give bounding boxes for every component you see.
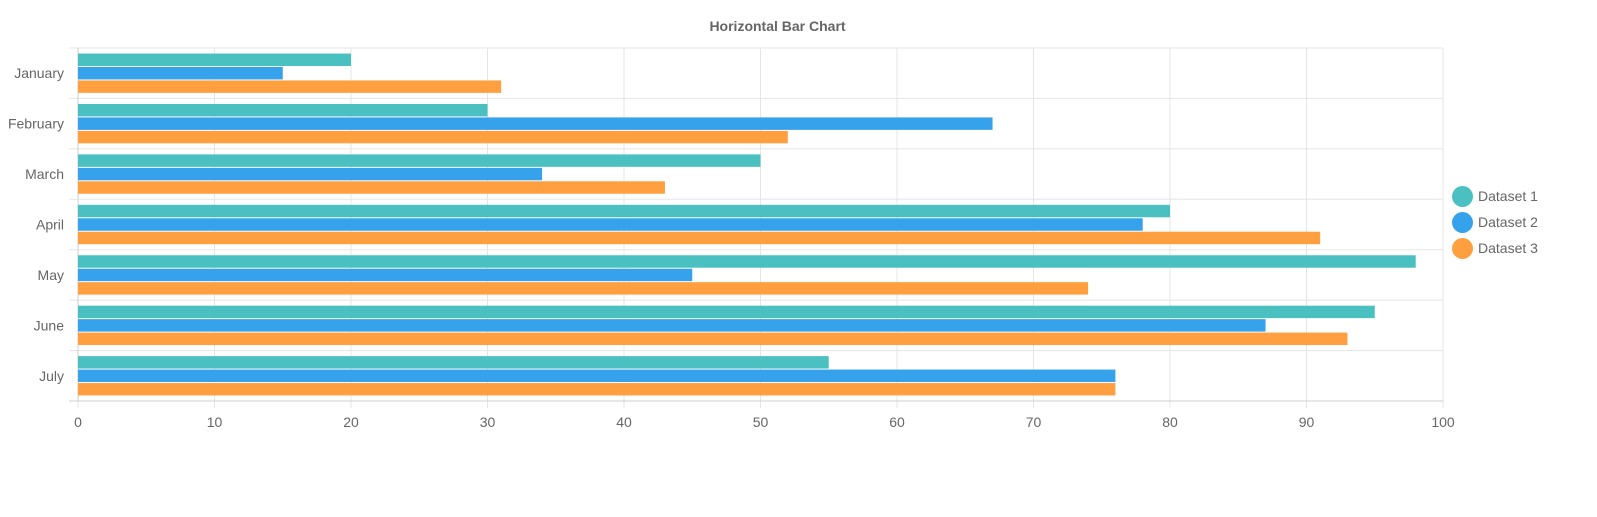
bar-dataset-3-january[interactable]: [78, 80, 502, 93]
y-category-label: January: [14, 65, 64, 81]
bar-dataset-3-february[interactable]: [78, 130, 788, 144]
y-category-label: May: [38, 267, 64, 283]
y-category-label: July: [39, 368, 64, 384]
legend-label: Dataset 2: [1478, 214, 1538, 230]
x-tick-label: 80: [1162, 414, 1178, 430]
bar-dataset-2-january[interactable]: [78, 66, 283, 80]
y-category-label: February: [8, 116, 64, 132]
x-tick-label: 100: [1431, 414, 1455, 430]
bar-dataset-1-january[interactable]: [78, 53, 351, 66]
legend-label: Dataset 3: [1478, 240, 1538, 256]
bar-dataset-2-may[interactable]: [78, 268, 693, 282]
bar-dataset-3-march[interactable]: [78, 181, 665, 194]
legend-item-dataset-1[interactable]: Dataset 1: [1452, 183, 1538, 209]
legend-swatch: [1452, 211, 1473, 233]
x-tick-label: 90: [1299, 414, 1315, 430]
legend-item-dataset-2[interactable]: Dataset 2: [1452, 209, 1538, 235]
x-tick-label: 50: [753, 414, 769, 430]
legend-label: Dataset 1: [1478, 188, 1538, 204]
y-category-label: June: [34, 317, 65, 333]
bar-dataset-2-july[interactable]: [78, 369, 1116, 383]
bar-dataset-3-july[interactable]: [78, 383, 1116, 396]
x-tick-label: 70: [1026, 414, 1042, 430]
x-tick-label: 0: [74, 414, 82, 430]
bar-dataset-2-february[interactable]: [78, 117, 993, 130]
bar-dataset-1-june[interactable]: [78, 305, 1375, 319]
bar-dataset-1-february[interactable]: [78, 103, 488, 117]
x-tick-label: 40: [616, 414, 632, 430]
bar-dataset-2-june[interactable]: [78, 319, 1266, 332]
bar-dataset-1-march[interactable]: [78, 154, 761, 167]
chart-title: Horizontal Bar Chart: [709, 18, 846, 34]
bar-dataset-1-july[interactable]: [78, 356, 829, 369]
y-category-label: April: [36, 217, 64, 233]
bar-dataset-1-may[interactable]: [78, 255, 1416, 268]
bar-dataset-2-march[interactable]: [78, 167, 543, 181]
y-category-label: March: [25, 166, 64, 182]
bar-dataset-3-may[interactable]: [78, 282, 1089, 295]
legend-swatch: [1452, 237, 1473, 259]
x-tick-label: 10: [207, 414, 223, 430]
x-tick-label: 60: [889, 414, 905, 430]
legend-swatch: [1452, 185, 1473, 207]
bar-dataset-3-april[interactable]: [78, 231, 1321, 245]
legend-item-dataset-3[interactable]: Dataset 3: [1452, 235, 1538, 261]
chart-legend: Dataset 1 Dataset 2 Dataset 3: [1452, 183, 1538, 261]
bar-dataset-1-april[interactable]: [78, 204, 1170, 218]
x-tick-label: 30: [480, 414, 496, 430]
x-tick-label: 20: [343, 414, 359, 430]
bar-dataset-2-april[interactable]: [78, 218, 1143, 231]
bar-dataset-3-june[interactable]: [78, 332, 1348, 346]
